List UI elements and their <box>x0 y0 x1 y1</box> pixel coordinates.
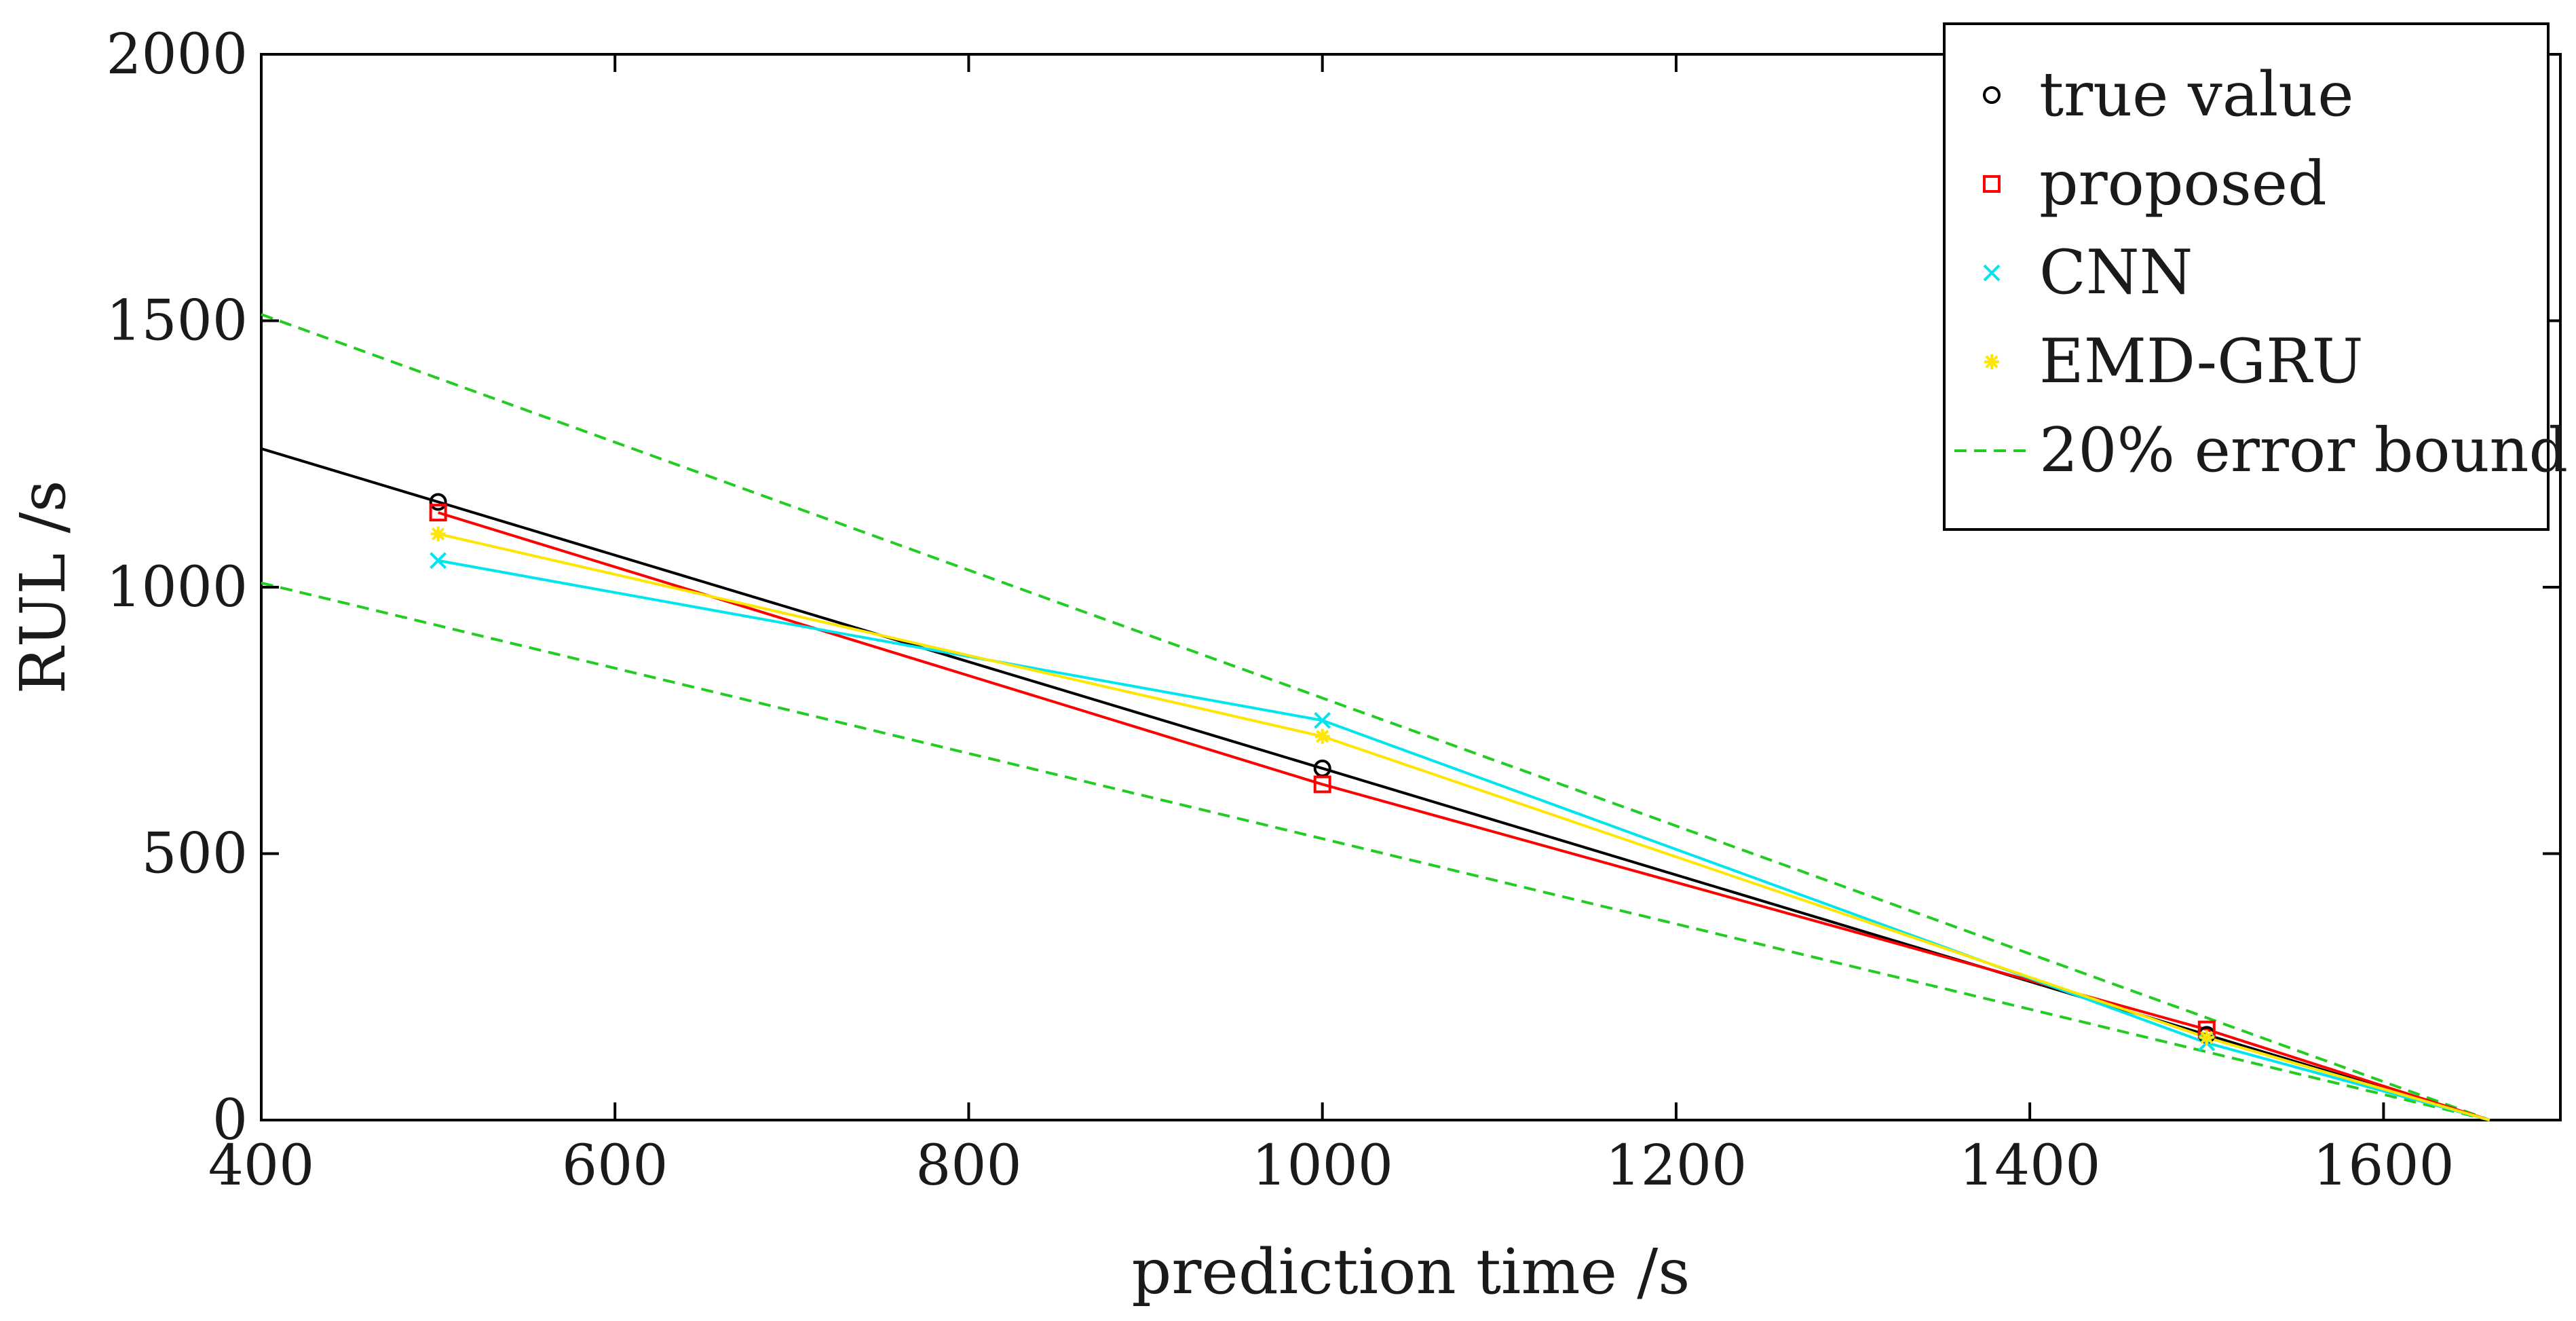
legend-box <box>1943 22 2550 531</box>
point-proposed-0-shape <box>429 504 447 522</box>
point-emd-gru-0-stroke-d <box>431 527 445 541</box>
x-tick-label-1600: 1600 <box>2313 1134 2455 1198</box>
legend-label-proposed: proposed <box>2039 148 2327 219</box>
point-emd-gru-2 <box>2199 1030 2214 1045</box>
legend-swatch-emd-gru <box>1984 354 1999 369</box>
legend-swatch-cnn <box>1983 264 2001 282</box>
x-tick-label-1400: 1400 <box>1959 1134 2101 1198</box>
point-cnn-1-stroke-b <box>1314 711 1331 729</box>
point-cnn-0-stroke-b <box>430 552 447 570</box>
y-tick-label-2000: 2000 <box>106 22 248 87</box>
legend-swatch-proposed-shape <box>1983 175 2001 193</box>
y-axis-title: RUL /s <box>7 480 79 694</box>
x-tick-label-1000: 1000 <box>1251 1134 1393 1198</box>
y-tick-label-1000: 1000 <box>106 555 248 620</box>
point-true-value-0-shape <box>429 493 447 511</box>
error-bound-line-lower <box>261 581 2490 1121</box>
series-layer <box>261 313 2490 1121</box>
x-axis-title: prediction time /s <box>1132 1235 1690 1308</box>
point-emd-gru-2-stroke-d <box>2200 1030 2214 1044</box>
error-bound-line-upper <box>261 313 2490 1121</box>
point-emd-gru-1-stroke-d <box>1316 730 1329 743</box>
x-tick-label-800: 800 <box>915 1134 1022 1198</box>
point-proposed-1 <box>1313 775 1331 794</box>
y-tick-label-500: 500 <box>141 822 248 887</box>
x-tick-label-1200: 1200 <box>1606 1134 1747 1198</box>
point-true-value-0 <box>429 493 447 511</box>
series-line-cnn <box>438 559 2490 1121</box>
point-cnn-0 <box>430 552 447 570</box>
legend-swatch-true-value <box>1983 86 2001 104</box>
legend-swatch-emd-gru-stroke-d <box>1985 355 1999 369</box>
point-cnn-1 <box>1314 711 1331 729</box>
x-tick-label-600: 600 <box>562 1134 668 1198</box>
legend-swatch-proposed <box>1983 175 2001 193</box>
legend-label-20pct-error-bound: 20% error bound <box>2039 415 2568 486</box>
point-emd-gru-1 <box>1314 728 1330 744</box>
series-line-proposed <box>438 511 2490 1121</box>
point-emd-gru-0 <box>430 526 446 542</box>
point-proposed-0 <box>429 504 447 522</box>
legend-swatch-true-value-shape <box>1983 86 2001 104</box>
point-proposed-1-shape <box>1313 775 1331 794</box>
legend-label-emd-gru: EMD-GRU <box>2039 326 2364 397</box>
x-tick-label-400: 400 <box>208 1134 315 1198</box>
legend-label-true-value: true value <box>2039 59 2354 130</box>
series-line-emd-gru <box>438 532 2490 1121</box>
legend-swatch-cnn-stroke-b <box>1983 264 2001 282</box>
legend: true value proposed CNN EMD-GRU 20% error bo… <box>1943 22 2568 531</box>
legend-label-cnn: CNN <box>2039 237 2193 308</box>
tick-layer: 400 600 800 1000 1200 1400 1600 0 500 1000 1500 200… <box>106 22 2560 1198</box>
y-tick-label-0: 0 <box>212 1088 248 1153</box>
y-tick-label-1500: 1500 <box>106 289 248 354</box>
